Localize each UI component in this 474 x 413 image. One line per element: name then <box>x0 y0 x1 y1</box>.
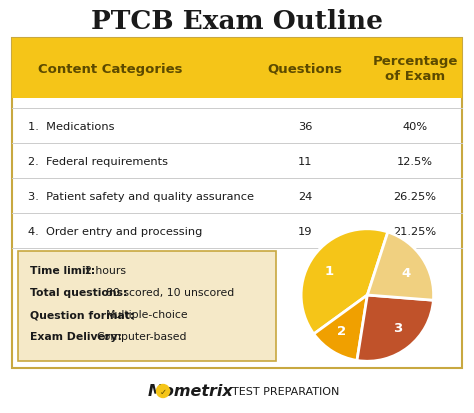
Text: 2.  Federal requirements: 2. Federal requirements <box>28 157 168 166</box>
FancyBboxPatch shape <box>12 39 462 99</box>
Text: 11: 11 <box>298 157 312 166</box>
Text: Mometrix: Mometrix <box>148 384 234 399</box>
Text: 40%: 40% <box>402 122 428 132</box>
Text: Time limit:: Time limit: <box>30 266 99 275</box>
Wedge shape <box>367 233 434 301</box>
Text: 2: 2 <box>337 324 346 337</box>
Wedge shape <box>314 295 367 361</box>
Text: 4: 4 <box>401 266 411 279</box>
Text: TEST PREPARATION: TEST PREPARATION <box>232 386 339 396</box>
Text: Computer-based: Computer-based <box>96 331 186 341</box>
Text: 1: 1 <box>325 265 334 278</box>
Text: Question format:: Question format: <box>30 309 138 319</box>
Text: 12.5%: 12.5% <box>397 157 433 166</box>
Text: 4.  Order entry and processing: 4. Order entry and processing <box>28 226 202 236</box>
Text: 1.  Medications: 1. Medications <box>28 122 115 132</box>
Text: 21.25%: 21.25% <box>393 226 437 236</box>
Text: Exam Delivery:: Exam Delivery: <box>30 331 126 341</box>
Text: Percentage
of Exam: Percentage of Exam <box>372 55 458 83</box>
Text: 36: 36 <box>298 122 312 132</box>
Wedge shape <box>301 229 388 334</box>
Text: 26.25%: 26.25% <box>393 192 437 202</box>
Text: 80 scored, 10 unscored: 80 scored, 10 unscored <box>106 287 234 297</box>
FancyBboxPatch shape <box>12 39 462 368</box>
Text: 2 hours: 2 hours <box>85 266 126 275</box>
Text: Total questions:: Total questions: <box>30 287 131 297</box>
Text: Multiple-choice: Multiple-choice <box>106 309 189 319</box>
Wedge shape <box>357 295 433 361</box>
Text: Questions: Questions <box>267 62 343 75</box>
Circle shape <box>156 385 170 398</box>
FancyBboxPatch shape <box>18 252 276 361</box>
Text: 3: 3 <box>393 321 402 334</box>
Text: ✓: ✓ <box>159 387 166 396</box>
Text: 19: 19 <box>298 226 312 236</box>
Text: Content Categories: Content Categories <box>38 62 182 75</box>
Text: 3.  Patient safety and quality assurance: 3. Patient safety and quality assurance <box>28 192 254 202</box>
Text: PTCB Exam Outline: PTCB Exam Outline <box>91 9 383 33</box>
Text: 24: 24 <box>298 192 312 202</box>
